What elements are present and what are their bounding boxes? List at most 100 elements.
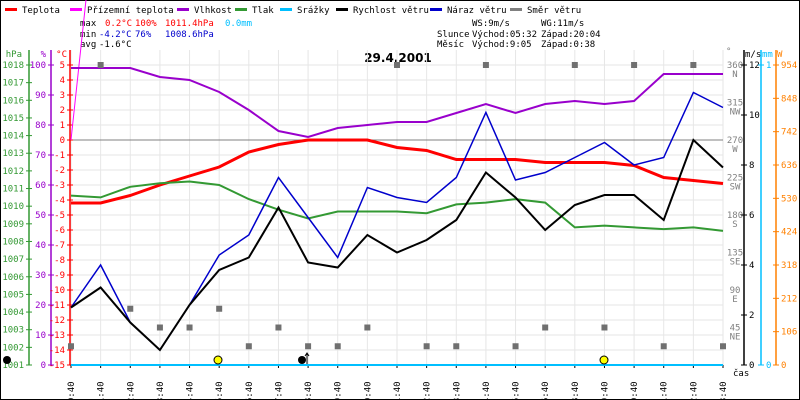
power-tick-label: 212 <box>781 294 797 304</box>
pressure-tick-label: 1006 <box>2 273 24 283</box>
legend-label: Vlhkost <box>194 6 232 16</box>
wind-direction-point <box>690 62 697 68</box>
pressure-tick-label: 1004 <box>2 308 24 318</box>
humidity-tick-label: 30 <box>35 271 46 281</box>
direction-tick-label: 270 <box>727 136 743 146</box>
chart-title: 29.4.2001 <box>364 51 432 65</box>
direction-compass-label: SW <box>730 183 741 193</box>
humidity-tick-label: 20 <box>35 301 46 311</box>
wind-direction-point <box>394 62 400 68</box>
x-tick-label: 23:40 <box>719 381 729 400</box>
temperature-tick-label: -12 <box>49 316 65 326</box>
humidity-tick-label: 80 <box>35 121 46 131</box>
wind-direction-point <box>631 62 638 68</box>
temperature-tick-label: -13 <box>49 331 65 341</box>
power-axis-unit: W <box>777 50 783 60</box>
avg-temp: -1.6°C <box>99 40 132 50</box>
x-tick-label: 13:40 <box>452 381 462 400</box>
legend-swatch <box>336 8 348 11</box>
direction-tick-label: 135 <box>727 249 743 259</box>
pressure-tick-label: 1005 <box>2 290 24 300</box>
power-tick-label: 106 <box>781 328 797 338</box>
x-tick-label: 19:40 <box>600 381 610 400</box>
x-tick-label: 15:40 <box>512 381 522 400</box>
temperature-tick-label: 5 <box>60 61 65 71</box>
x-tick-label: 06:40 <box>245 381 255 400</box>
direction-compass-label: SE <box>730 258 741 268</box>
x-tick-label: 12:40 <box>423 381 433 400</box>
temperature-tick-label: 3 <box>60 91 65 101</box>
max-press: 1011.4hPa <box>165 19 214 29</box>
pressure-tick-label: 1001 <box>2 361 24 371</box>
max-hum: 100% <box>135 19 157 29</box>
wind-direction-point <box>364 324 371 331</box>
legend-label: Směr větru <box>527 6 581 16</box>
x-tick-label: 04:40 <box>186 381 196 400</box>
moonrise-icon <box>298 356 306 364</box>
wind-tick-label: 8 <box>749 161 754 171</box>
wind-direction-point <box>512 343 519 350</box>
series <box>68 0 726 366</box>
temperature-tick-label: -6 <box>54 226 65 236</box>
temperature-tick-label: 2 <box>60 106 65 116</box>
grid <box>70 50 724 366</box>
sun-label: Slunce <box>437 30 470 40</box>
x-tick-label: 21:40 <box>660 381 670 400</box>
wind-direction-point <box>275 324 282 331</box>
rain-tick-label: 0 <box>766 361 771 371</box>
power-tick-label: 636 <box>781 161 797 171</box>
pressure-tick-label: 1007 <box>2 255 24 265</box>
wind-tick-label: 12 <box>749 61 760 71</box>
pressure-axis-unit: hPa <box>6 50 22 60</box>
legend-label: Tlak <box>252 6 274 16</box>
temperature-tick-label: -9 <box>54 271 65 281</box>
humidity-tick-label: 50 <box>35 211 46 221</box>
pressure-tick-label: 1015 <box>2 114 24 124</box>
legend-swatch <box>510 8 522 11</box>
humidity-tick-label: 70 <box>35 151 46 161</box>
rain-tick-label: 1 <box>766 61 771 71</box>
legend-swatch <box>235 8 247 11</box>
power-tick-label: 424 <box>781 228 797 238</box>
wind-direction-point <box>334 343 341 350</box>
pressure-tick-label: 1014 <box>2 132 24 142</box>
moonset-icon <box>3 356 11 364</box>
pressure-tick-label: 1010 <box>2 202 24 212</box>
legend-swatch <box>5 8 17 11</box>
wind-direction-point <box>482 62 489 68</box>
humidity-tick-label: 100 <box>30 61 46 71</box>
direction-tick-label: 225 <box>727 174 743 184</box>
direction-tick-label: 180 <box>727 211 743 221</box>
pressure-tick-label: 1003 <box>2 326 24 336</box>
humidity-axis-unit: % <box>41 50 47 60</box>
wind-direction-point <box>542 324 549 331</box>
temperature-tick-label: -3 <box>54 181 65 191</box>
direction-tick-label: 360 <box>727 61 743 71</box>
direction-compass-label: NE <box>730 333 741 343</box>
wind-direction-point <box>305 343 312 350</box>
x-tick-label: 02:40 <box>126 381 136 400</box>
wind-tick-label: 10 <box>749 111 760 121</box>
max-temp: 0.2°C <box>105 19 132 29</box>
sunrise-icon <box>213 355 223 365</box>
markers <box>3 352 609 365</box>
power-tick-label: 954 <box>781 61 797 71</box>
wind-tick-label: 2 <box>749 311 754 321</box>
temperature-tick-label: -11 <box>49 301 65 311</box>
moon-label: Měsíc <box>437 40 464 50</box>
astro-block: WS:9m/s WG:11m/s Slunce Východ:05:32 Záp… <box>437 19 601 50</box>
x-tick-label: 07:40 <box>274 381 284 400</box>
temperature-axis-unit: °C <box>56 50 67 60</box>
x-tick-label: 14:40 <box>482 381 492 400</box>
min-temp: -4.2°C <box>99 30 132 40</box>
wind-direction-point <box>68 343 74 350</box>
humidity-tick-label: 0 <box>41 361 46 371</box>
pressure-tick-label: 1012 <box>2 167 24 177</box>
power-tick-label: 0 <box>781 361 786 371</box>
x-tick-label: 16:40 <box>541 381 551 400</box>
sunrise: Východ:05:32 <box>472 30 537 40</box>
direction-compass-label: N <box>732 70 737 80</box>
pressure-tick-label: 1008 <box>2 237 24 247</box>
